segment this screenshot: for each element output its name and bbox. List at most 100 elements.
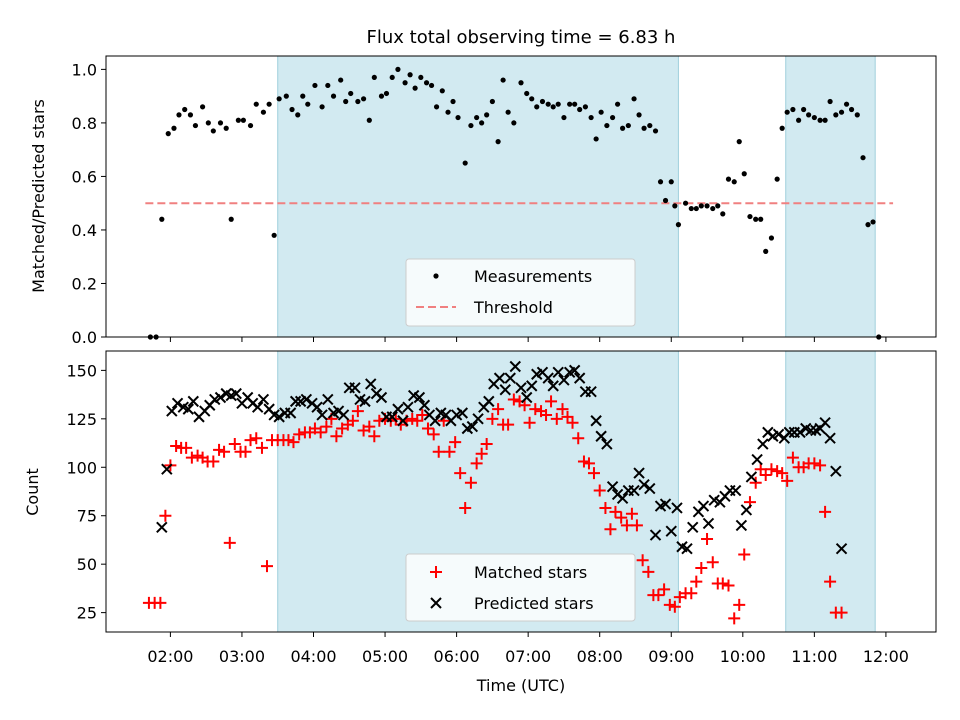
measurement-point <box>577 106 583 113</box>
top-y-tick-label: 1.0 <box>72 60 97 79</box>
measurement-point <box>295 112 301 118</box>
matched-star-point <box>459 501 472 514</box>
predicted-star-point <box>568 364 581 377</box>
measurement-point <box>657 179 664 185</box>
measurement-point <box>647 122 653 129</box>
measurement-point <box>806 112 812 118</box>
measurement-point <box>412 85 418 91</box>
measurement-point <box>484 112 490 118</box>
measurement-point <box>784 109 790 115</box>
matched-star-point <box>566 416 579 429</box>
bottom-legend: Matched stars Predicted stars <box>405 553 636 622</box>
matched-star-point <box>658 583 671 596</box>
measurement-point <box>187 112 194 118</box>
predicted-star-point <box>633 467 645 479</box>
predicted-star-point <box>300 393 313 406</box>
matched-star-point <box>642 565 655 578</box>
measurement-point <box>389 74 395 81</box>
measurement-point <box>811 114 817 121</box>
matched-star-point <box>808 457 821 470</box>
bottom-x-tick-label: 11:00 <box>791 647 837 666</box>
measurement-point <box>182 106 188 113</box>
matched-star-point <box>545 395 558 408</box>
predicted-star-point <box>322 393 334 406</box>
measurement-point <box>500 77 506 83</box>
matched-star-point <box>255 441 268 454</box>
measurement-point <box>223 125 229 131</box>
top-legend: Measurements Threshold <box>405 258 636 327</box>
predicted-star-point <box>595 430 607 442</box>
matched-star-point <box>577 455 590 468</box>
measurement-point <box>736 139 742 145</box>
predicted-star-point <box>552 366 564 379</box>
matched-star-point <box>615 511 628 524</box>
bottom-x-tick-label: 12:00 <box>863 647 909 666</box>
matched-star-point <box>475 447 488 460</box>
predicted-star-point <box>171 397 184 410</box>
measurement-point <box>235 117 241 123</box>
matched-star-point <box>180 441 193 454</box>
matched-star-point <box>351 405 364 418</box>
predicted-star-point <box>397 415 409 427</box>
predicted-star-point <box>687 521 699 534</box>
measurement-point <box>366 117 372 123</box>
matched-star-point <box>561 410 574 423</box>
matched-star-point <box>432 445 445 458</box>
matched-star-point <box>363 420 376 433</box>
measurement-point <box>588 114 594 121</box>
measurement-point <box>833 112 839 118</box>
matched-star-point <box>411 414 424 427</box>
measurement-point <box>838 109 845 115</box>
matched-star-point <box>507 393 520 406</box>
measurement-point <box>378 93 385 99</box>
bottom-x-tick-label: 10:00 <box>720 647 766 666</box>
matched-star-point <box>759 469 772 482</box>
matched-star-point <box>228 438 241 451</box>
measurement-point <box>693 205 699 212</box>
predicted-star-point <box>751 453 763 466</box>
matched-star-point <box>722 579 735 592</box>
measurement-point <box>561 114 567 121</box>
measurement-point <box>672 203 678 209</box>
measurement-point <box>217 120 224 126</box>
measurement-point <box>545 101 551 107</box>
measurement-point <box>395 66 401 72</box>
measurement-point <box>247 122 254 129</box>
predicted-star-point <box>365 378 377 390</box>
measurement-point <box>725 176 732 182</box>
matched-star-point <box>695 562 708 575</box>
top-legend-box <box>405 258 636 327</box>
matched-star-point <box>572 432 585 445</box>
matched-star-point <box>749 476 762 489</box>
bottom-x-tick-label: 07:00 <box>505 647 551 666</box>
bottom-y-tick-label: 125 <box>66 410 97 429</box>
predicted-star-point <box>413 391 426 404</box>
measurement-point <box>511 120 517 126</box>
predicted-star-point <box>429 415 441 427</box>
predicted-star-point <box>772 428 785 441</box>
measurement-point <box>698 203 704 209</box>
matched-star-point <box>427 428 440 441</box>
legend-matched-label: Matched stars <box>474 563 587 582</box>
matched-star-point <box>502 418 515 431</box>
measurement-point <box>505 109 511 115</box>
predicted-star-point <box>606 480 619 493</box>
matched-star-point <box>250 432 263 445</box>
matched-star-point <box>244 434 257 447</box>
measurement-point <box>747 213 753 220</box>
matched-star-point <box>492 403 505 416</box>
measurement-point <box>593 136 599 142</box>
predicted-star-point <box>311 401 323 413</box>
measurement-point <box>276 96 282 102</box>
matched-star-point <box>406 412 419 425</box>
matched-star-point <box>636 554 649 567</box>
predicted-star-point <box>515 382 527 394</box>
measurement-point <box>843 101 850 107</box>
predicted-star-point <box>182 403 194 415</box>
measurement-point <box>312 82 318 89</box>
measurement-point <box>518 80 524 86</box>
bottom-y-tick-label: 150 <box>66 361 97 380</box>
predicted-star-point <box>402 401 414 413</box>
matched-star-point <box>486 412 499 425</box>
measurement-point <box>439 88 445 94</box>
